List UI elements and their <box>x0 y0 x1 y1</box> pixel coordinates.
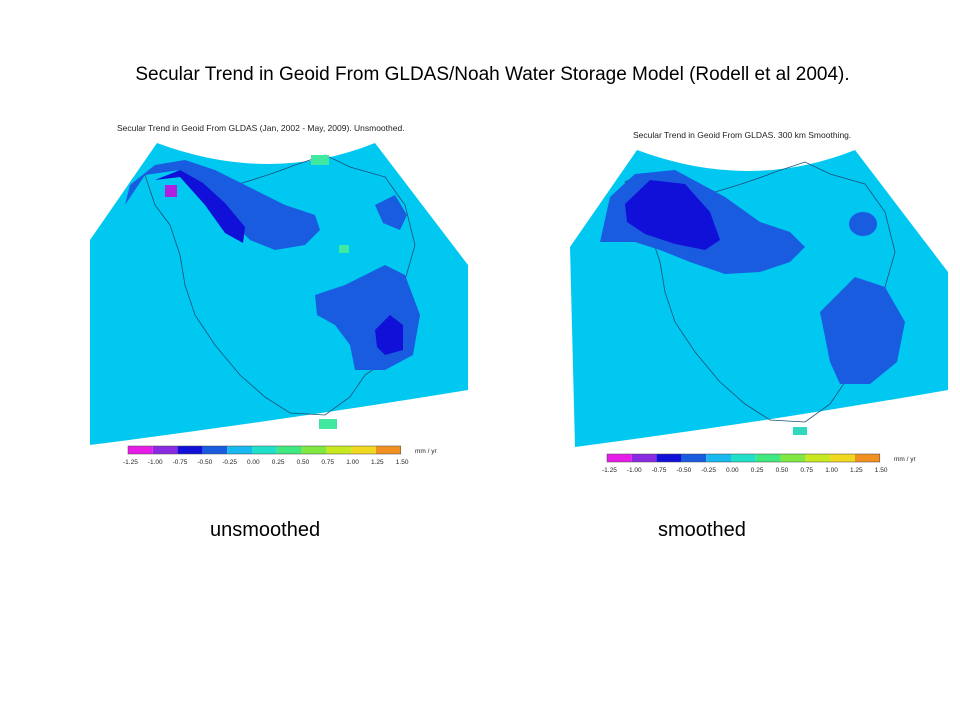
colorbar-tick: 0.25 <box>272 459 285 466</box>
map-panel-unsmoothed: Secular Trend in Geoid From GLDAS (Jan, … <box>85 115 475 475</box>
colorbar-tick: 0.00 <box>247 459 260 466</box>
colorbar-tick: -0.25 <box>701 467 716 474</box>
colorbar-tick: 0.25 <box>751 467 764 474</box>
colorbar-units: mm / yr <box>894 456 916 463</box>
colorbar-tick: -0.50 <box>676 467 691 474</box>
colorbar-tick: -0.25 <box>222 459 237 466</box>
caption-smoothed: smoothed <box>658 519 746 541</box>
colorbar-tick: -1.00 <box>627 467 642 474</box>
mexico-positive-patch <box>319 419 337 429</box>
colorbar-tick: 0.50 <box>776 467 789 474</box>
map-title: Secular Trend in Geoid From GLDAS. 300 k… <box>633 130 851 140</box>
colorbar-tick: 1.00 <box>346 459 359 466</box>
colorbar-tick: 1.50 <box>875 467 888 474</box>
map-panel-smoothed: Secular Trend in Geoid From GLDAS. 300 k… <box>565 122 955 482</box>
map-unsmoothed: Secular Trend in Geoid From GLDAS (Jan, … <box>90 123 468 466</box>
colorbar-tick: 1.00 <box>825 467 838 474</box>
alaska-peak-cell <box>165 185 177 197</box>
colorbar-tick: 0.75 <box>321 459 334 466</box>
mexico-positive-patch <box>793 427 807 435</box>
colorbar-tick: -0.50 <box>197 459 212 466</box>
arctic-positive-patch <box>311 155 329 165</box>
colorbar: -1.25 -1.00 -0.75 -0.50 -0.25 0.00 0.25 … <box>602 453 916 474</box>
map-title: Secular Trend in Geoid From GLDAS (Jan, … <box>117 123 405 133</box>
colorbar-tick: -1.25 <box>602 467 617 474</box>
colorbar-tick: -0.75 <box>173 459 188 466</box>
east-negative-trend-region <box>820 277 905 384</box>
colorbar-tick: 0.75 <box>800 467 813 474</box>
alaska-strong-trend-region <box>625 180 720 250</box>
colorbar-tick: 1.50 <box>396 459 409 466</box>
colorbar-tick: 0.00 <box>726 467 739 474</box>
caption-unsmoothed: unsmoothed <box>210 519 321 541</box>
colorbar-tick: 1.25 <box>850 467 863 474</box>
colorbar-tick: -1.25 <box>123 459 138 466</box>
colorbar: -1.25 -1.00 -0.75 -0.50 -0.25 0.00 0.25 … <box>123 445 437 466</box>
alaska-strong-trend-region <box>155 170 245 243</box>
colorbar-tick: 1.25 <box>371 459 384 466</box>
central-positive-patch <box>339 245 349 253</box>
northeast-negative-patch <box>849 212 877 236</box>
colorbar-tick: -1.00 <box>148 459 163 466</box>
colorbar-units: mm / yr <box>415 448 437 455</box>
colorbar-tick: 0.50 <box>297 459 310 466</box>
northeast-negative-patch <box>375 195 407 230</box>
map-smoothed: Secular Trend in Geoid From GLDAS. 300 k… <box>570 130 948 474</box>
slide-title: Secular Trend in Geoid From GLDAS/Noah W… <box>135 64 850 85</box>
colorbar-tick: -0.75 <box>652 467 667 474</box>
east-strong-trend-region <box>375 315 403 355</box>
